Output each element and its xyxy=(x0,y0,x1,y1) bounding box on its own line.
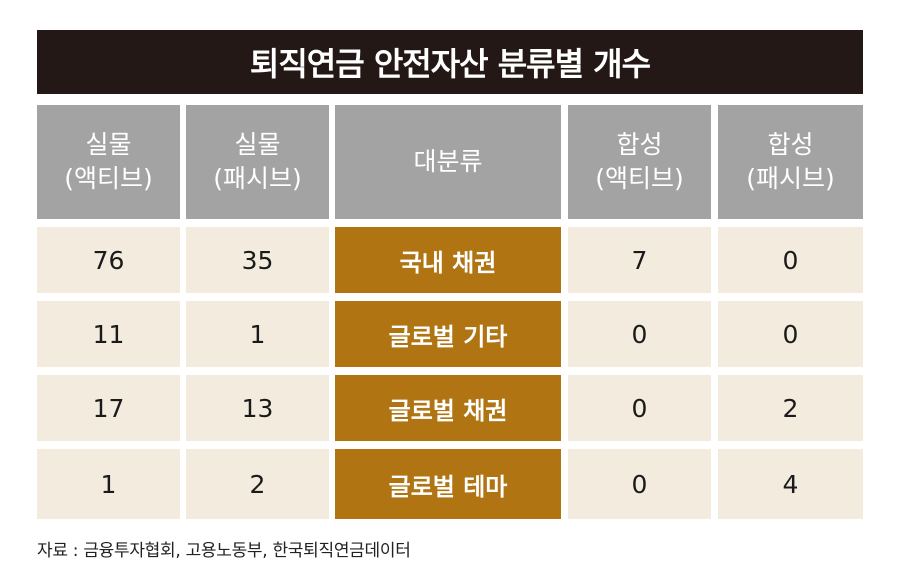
header-sublabel: (패시브) xyxy=(213,164,302,193)
header-label: 합성 xyxy=(616,130,663,159)
cell-category: 국내 채권 xyxy=(335,227,561,293)
cell-physical-active: 1 xyxy=(37,449,180,519)
chart-title: 퇴직연금 안전자산 분류별 개수 xyxy=(37,30,863,94)
cell-synthetic-passive: 0 xyxy=(718,301,863,367)
cell-physical-active: 11 xyxy=(37,301,180,367)
cell-category: 글로벌 기타 xyxy=(335,301,561,367)
header-label: 실물 xyxy=(234,130,281,159)
cell-category: 글로벌 채권 xyxy=(335,375,561,441)
header-synthetic-passive: 합성 (패시브) xyxy=(718,105,863,219)
cell-synthetic-active: 0 xyxy=(568,301,711,367)
cell-synthetic-active: 0 xyxy=(568,375,711,441)
table-row: 76 35 국내 채권 7 0 xyxy=(37,227,863,293)
cell-physical-passive: 13 xyxy=(186,375,329,441)
cell-physical-passive: 1 xyxy=(186,301,329,367)
table-row: 17 13 글로벌 채권 0 2 xyxy=(37,375,863,441)
cell-synthetic-passive: 2 xyxy=(718,375,863,441)
cell-physical-passive: 35 xyxy=(186,227,329,293)
cell-category: 글로벌 테마 xyxy=(335,449,561,519)
header-label: 대분류 xyxy=(413,147,483,176)
header-physical-passive: 실물 (패시브) xyxy=(186,105,329,219)
cell-physical-passive: 2 xyxy=(186,449,329,519)
header-sublabel: (액티브) xyxy=(64,164,153,193)
cell-synthetic-active: 0 xyxy=(568,449,711,519)
cell-synthetic-passive: 4 xyxy=(718,449,863,519)
source-note: 자료 : 금융투자협회, 고용노동부, 한국퇴직연금데이터 xyxy=(37,541,411,561)
header-sublabel: (액티브) xyxy=(595,164,684,193)
header-sublabel: (패시브) xyxy=(746,164,835,193)
cell-synthetic-active: 7 xyxy=(568,227,711,293)
header-physical-active: 실물 (액티브) xyxy=(37,105,180,219)
header-synthetic-active: 합성 (액티브) xyxy=(568,105,711,219)
cell-physical-active: 17 xyxy=(37,375,180,441)
cell-synthetic-passive: 0 xyxy=(718,227,863,293)
header-row: 실물 (액티브) 실물 (패시브) 대분류 합성 (액티브) 합성 (패시브) xyxy=(37,105,863,219)
cell-physical-active: 76 xyxy=(37,227,180,293)
header-category: 대분류 xyxy=(335,105,561,219)
table-row: 1 2 글로벌 테마 0 4 xyxy=(37,449,863,519)
header-label: 실물 xyxy=(85,130,132,159)
header-label: 합성 xyxy=(767,130,814,159)
table-row: 11 1 글로벌 기타 0 0 xyxy=(37,301,863,367)
